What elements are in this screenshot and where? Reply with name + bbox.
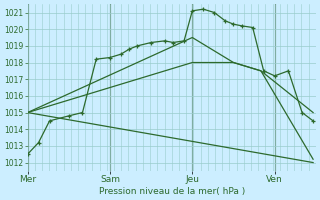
X-axis label: Pression niveau de la mer( hPa ): Pression niveau de la mer( hPa ) [99, 187, 245, 196]
